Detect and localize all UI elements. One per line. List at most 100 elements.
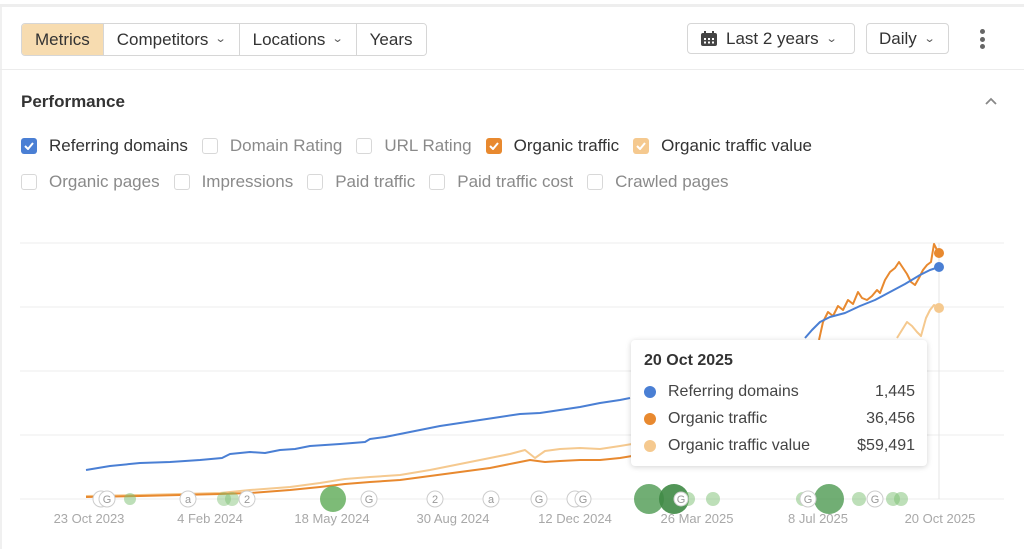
checkbox-checked-icon xyxy=(633,138,650,154)
legend-dot-icon xyxy=(644,412,656,425)
svg-text:G: G xyxy=(579,494,588,506)
checkbox-referring-domains[interactable]: Referring domains xyxy=(21,136,188,156)
checkbox-unchecked-icon xyxy=(201,138,218,154)
x-tick: 8 Jul 2025 xyxy=(788,511,848,526)
chevron-down-icon: ⌄ xyxy=(825,33,838,45)
svg-text:G: G xyxy=(103,494,112,506)
svg-text:G: G xyxy=(365,494,374,506)
chevron-down-icon: ⌄ xyxy=(923,33,936,45)
organic-traffic-line xyxy=(85,455,633,498)
top-border xyxy=(0,4,1024,7)
announcement-icon: a xyxy=(179,490,197,508)
tooltip-metric-name: Organic traffic value xyxy=(668,436,810,454)
competitors-label: Competitors xyxy=(116,30,209,49)
checkbox-label: URL Rating xyxy=(384,136,472,155)
checkbox-paid-traffic-cost[interactable]: Paid traffic cost xyxy=(429,172,573,192)
checkbox-label: Organic traffic xyxy=(513,136,620,155)
date-range-label: Last 2 years xyxy=(726,28,819,48)
organic-traffic-hover-point xyxy=(934,248,944,258)
chevron-up-icon[interactable] xyxy=(985,95,997,107)
google-update-icon: G xyxy=(566,490,592,508)
google-update-icon: G xyxy=(92,490,116,508)
more-options-button[interactable] xyxy=(976,29,988,49)
x-tick: 20 Oct 2025 xyxy=(905,511,976,526)
organic-traffic-line-right xyxy=(818,243,940,341)
svg-text:G: G xyxy=(804,494,813,506)
checkbox-unchecked-icon xyxy=(429,174,446,190)
granularity-label: Daily xyxy=(879,28,917,48)
section-title: Performance xyxy=(21,92,125,111)
svg-text:G: G xyxy=(871,494,880,506)
tooltip-metric-name: Organic traffic xyxy=(668,409,768,427)
view-segmented-control: Metrics Competitors ⌄ Locations ⌄ Years xyxy=(21,23,427,56)
checkbox-organic-pages[interactable]: Organic pages xyxy=(21,172,160,192)
google-update-icon: G xyxy=(799,490,817,508)
kebab-icon-dot xyxy=(979,29,985,34)
svg-text:2: 2 xyxy=(432,494,438,506)
x-tick: 18 May 2024 xyxy=(294,511,369,526)
organic-traffic-value-line xyxy=(85,443,633,497)
chevron-down-icon: ⌄ xyxy=(215,33,228,45)
checkbox-unchecked-icon xyxy=(356,138,373,154)
tooltip-date: 20 Oct 2025 xyxy=(644,352,733,369)
x-tick: 26 Mar 2025 xyxy=(661,511,734,526)
x-tick: 30 Aug 2024 xyxy=(416,511,489,526)
locations-label: Locations xyxy=(252,30,326,49)
referring-domains-line xyxy=(85,397,631,471)
x-tick: 23 Oct 2023 xyxy=(54,511,125,526)
toolbar: Metrics Competitors ⌄ Locations ⌄ Years La… xyxy=(0,7,1024,70)
google-update-icon: G xyxy=(673,491,689,507)
tab-metrics[interactable]: Metrics xyxy=(22,24,103,55)
checkbox-unchecked-icon xyxy=(21,174,37,190)
checkbox-label: Organic pages xyxy=(49,172,160,191)
calendar-icon xyxy=(701,30,717,46)
tooltip-metric-name: Referring domains xyxy=(668,382,799,400)
tooltip-metric-value: 36,456 xyxy=(866,409,915,427)
granularity-dropdown[interactable]: Daily ⌄ xyxy=(866,23,949,54)
google-update-icon: G xyxy=(530,490,548,508)
svg-text:2: 2 xyxy=(244,494,250,506)
organic-traffic-value-hover-point xyxy=(934,303,944,313)
kebab-icon-dot xyxy=(979,36,985,42)
competitors-dropdown[interactable]: Competitors ⌄ xyxy=(102,24,239,55)
checkbox-url-rating[interactable]: URL Rating xyxy=(356,136,472,156)
referring-domains-line-right xyxy=(804,266,940,339)
event-markers xyxy=(124,484,908,514)
checkbox-paid-traffic[interactable]: Paid traffic xyxy=(307,172,415,192)
x-tick: 12 Dec 2024 xyxy=(538,511,612,526)
announcement-icon: a xyxy=(482,490,500,508)
svg-text:a: a xyxy=(488,494,495,506)
tab-years[interactable]: Years xyxy=(355,24,426,55)
google-update-icon: G xyxy=(360,490,378,508)
checkbox-label: Impressions xyxy=(201,172,294,191)
checkbox-impressions[interactable]: Impressions xyxy=(173,172,294,192)
legend-dot-icon xyxy=(644,439,656,452)
checkbox-organic-traffic[interactable]: Organic traffic xyxy=(485,136,620,156)
checkbox-label: Paid traffic xyxy=(335,172,416,191)
svg-text:a: a xyxy=(185,494,192,506)
x-tick: 4 Feb 2024 xyxy=(177,511,243,526)
chevron-down-icon: ⌄ xyxy=(332,33,345,45)
locations-dropdown[interactable]: Locations ⌄ xyxy=(238,24,356,55)
checkbox-unchecked-icon xyxy=(307,174,324,190)
metrics-row-1: Referring domains Domain Rating URL Rati… xyxy=(21,136,826,156)
checkbox-label: Domain Rating xyxy=(229,136,343,155)
date-range-dropdown[interactable]: Last 2 years ⌄ xyxy=(687,23,855,54)
checkbox-unchecked-icon xyxy=(173,174,190,190)
checkbox-label: Organic traffic value xyxy=(661,136,812,155)
checkbox-crawled-pages[interactable]: Crawled pages xyxy=(587,172,729,192)
referring-domains-hover-point xyxy=(934,262,944,272)
tooltip-metric-value: 1,445 xyxy=(874,382,915,400)
checkbox-domain-rating[interactable]: Domain Rating xyxy=(201,136,343,156)
legend-dot-icon xyxy=(644,385,656,398)
checkbox-organic-traffic-value[interactable]: Organic traffic value xyxy=(633,136,812,156)
checkbox-checked-icon xyxy=(485,138,502,154)
tooltip-metric-value: $59,491 xyxy=(857,436,915,454)
tooltip-row-referring-domains: Referring domains 1,445 xyxy=(644,378,915,405)
metrics-row-2: Organic pages Impressions Paid traffic P… xyxy=(21,172,743,192)
kebab-icon-dot xyxy=(979,44,985,49)
event-badges[interactable]: G a 2 G 2 a G G G G G xyxy=(92,490,884,508)
checkbox-label: Paid traffic cost xyxy=(457,172,574,191)
checkbox-unchecked-icon xyxy=(587,174,604,190)
